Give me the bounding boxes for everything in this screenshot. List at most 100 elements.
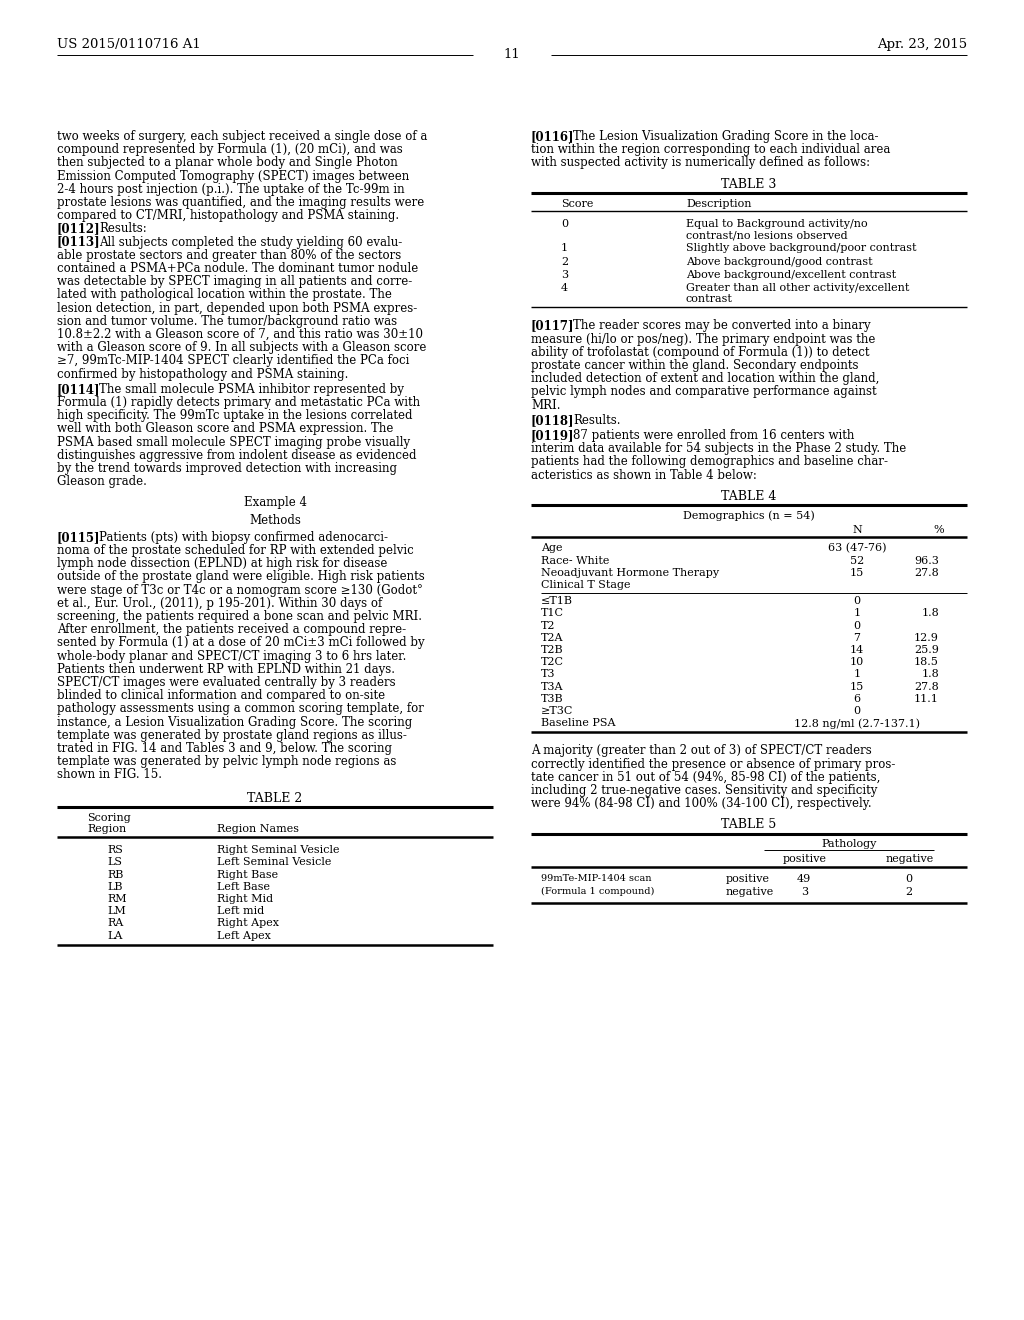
Text: After enrollment, the patients received a compound repre-: After enrollment, the patients received … <box>57 623 407 636</box>
Text: 15: 15 <box>850 681 864 692</box>
Text: [0117]: [0117] <box>531 319 574 333</box>
Text: Region: Region <box>87 824 126 834</box>
Text: 7: 7 <box>853 632 860 643</box>
Text: [0112]: [0112] <box>57 222 100 235</box>
Text: sented by Formula (1) at a dose of 20 mCi±3 mCi followed by: sented by Formula (1) at a dose of 20 mC… <box>57 636 425 649</box>
Text: Left Base: Left Base <box>217 882 270 892</box>
Text: then subjected to a planar whole body and Single Photon: then subjected to a planar whole body an… <box>57 156 397 169</box>
Text: 27.8: 27.8 <box>914 568 939 578</box>
Text: tate cancer in 51 out of 54 (94%, 85-98 CI) of the patients,: tate cancer in 51 out of 54 (94%, 85-98 … <box>531 771 881 784</box>
Text: was detectable by SPECT imaging in all patients and corre-: was detectable by SPECT imaging in all p… <box>57 275 413 288</box>
Text: TABLE 4: TABLE 4 <box>721 490 776 503</box>
Text: 96.3: 96.3 <box>914 556 939 565</box>
Text: LB: LB <box>106 882 123 892</box>
Text: negative: negative <box>726 887 774 898</box>
Text: high specificity. The 99mTc uptake in the lesions correlated: high specificity. The 99mTc uptake in th… <box>57 409 413 422</box>
Text: contained a PSMA+PCa nodule. The dominant tumor nodule: contained a PSMA+PCa nodule. The dominan… <box>57 261 418 275</box>
Text: RB: RB <box>106 870 123 879</box>
Text: template was generated by pelvic lymph node regions as: template was generated by pelvic lymph n… <box>57 755 396 768</box>
Text: The small molecule PSMA inhibitor represented by: The small molecule PSMA inhibitor repres… <box>99 383 404 396</box>
Text: prostate cancer within the gland. Secondary endpoints: prostate cancer within the gland. Second… <box>531 359 858 372</box>
Text: [0116]: [0116] <box>531 129 574 143</box>
Text: blinded to clinical information and compared to on-site: blinded to clinical information and comp… <box>57 689 385 702</box>
Text: T2C: T2C <box>541 657 564 667</box>
Text: Clinical T Stage: Clinical T Stage <box>541 579 631 590</box>
Text: patients had the following demographics and baseline char-: patients had the following demographics … <box>531 455 888 469</box>
Text: Patients (pts) with biopsy confirmed adenocarci-: Patients (pts) with biopsy confirmed ade… <box>99 531 388 544</box>
Text: 52: 52 <box>850 556 864 565</box>
Text: confirmed by histopathology and PSMA staining.: confirmed by histopathology and PSMA sta… <box>57 367 348 380</box>
Text: TABLE 3: TABLE 3 <box>721 178 776 190</box>
Text: compared to CT/MRI, histopathology and PSMA staining.: compared to CT/MRI, histopathology and P… <box>57 209 399 222</box>
Text: [0119]: [0119] <box>531 429 574 442</box>
Text: Emission Computed Tomography (SPECT) images between: Emission Computed Tomography (SPECT) ima… <box>57 169 410 182</box>
Text: Right Mid: Right Mid <box>217 894 273 904</box>
Text: Greater than all other activity/excellent: Greater than all other activity/excellen… <box>686 282 909 293</box>
Text: PSMA based small molecule SPECT imaging probe visually: PSMA based small molecule SPECT imaging … <box>57 436 411 449</box>
Text: 99mTe-MIP-1404 scan: 99mTe-MIP-1404 scan <box>541 874 651 883</box>
Text: two weeks of surgery, each subject received a single dose of a: two weeks of surgery, each subject recei… <box>57 129 427 143</box>
Text: shown in FIG. 15.: shown in FIG. 15. <box>57 768 162 781</box>
Text: 15: 15 <box>850 568 864 578</box>
Text: 12.9: 12.9 <box>914 632 939 643</box>
Text: Neoadjuvant Hormone Therapy: Neoadjuvant Hormone Therapy <box>541 568 719 578</box>
Text: 0: 0 <box>853 706 860 715</box>
Text: 12.8 ng/ml (2.7-137.1): 12.8 ng/ml (2.7-137.1) <box>794 718 920 729</box>
Text: Region Names: Region Names <box>217 824 299 834</box>
Text: compound represented by Formula (1), (20 mCi), and was: compound represented by Formula (1), (20… <box>57 143 402 156</box>
Text: able prostate sectors and greater than 80% of the sectors: able prostate sectors and greater than 8… <box>57 248 401 261</box>
Text: Apr. 23, 2015: Apr. 23, 2015 <box>877 38 967 51</box>
Text: interim data available for 54 subjects in the Phase 2 study. The: interim data available for 54 subjects i… <box>531 442 906 455</box>
Text: 11: 11 <box>504 48 520 61</box>
Text: Patients then underwent RP with EPLND within 21 days.: Patients then underwent RP with EPLND wi… <box>57 663 395 676</box>
Text: correctly identified the presence or absence of primary pros-: correctly identified the presence or abs… <box>531 758 895 771</box>
Text: 87 patients were enrolled from 16 centers with: 87 patients were enrolled from 16 center… <box>573 429 854 442</box>
Text: 4: 4 <box>561 282 568 293</box>
Text: 18.5: 18.5 <box>914 657 939 667</box>
Text: with a Gleason score of 9. In all subjects with a Gleason score: with a Gleason score of 9. In all subjec… <box>57 341 426 354</box>
Text: trated in FIG. 14 and Tables 3 and 9, below. The scoring: trated in FIG. 14 and Tables 3 and 9, be… <box>57 742 392 755</box>
Text: T3A: T3A <box>541 681 563 692</box>
Text: Methods: Methods <box>249 513 301 527</box>
Text: T2A: T2A <box>541 632 563 643</box>
Text: contrast/no lesions observed: contrast/no lesions observed <box>686 230 848 240</box>
Text: T3: T3 <box>541 669 555 680</box>
Text: 1: 1 <box>853 669 860 680</box>
Text: Left Seminal Vesicle: Left Seminal Vesicle <box>217 858 332 867</box>
Text: were 94% (84-98 CI) and 100% (34-100 CI), respectively.: were 94% (84-98 CI) and 100% (34-100 CI)… <box>531 797 871 810</box>
Text: Slightly above background/poor contrast: Slightly above background/poor contrast <box>686 243 916 253</box>
Text: LA: LA <box>106 931 123 941</box>
Text: 0: 0 <box>853 620 860 631</box>
Text: 49: 49 <box>797 874 811 884</box>
Text: noma of the prostate scheduled for RP with extended pelvic: noma of the prostate scheduled for RP wi… <box>57 544 414 557</box>
Text: RM: RM <box>106 894 127 904</box>
Text: Scoring: Scoring <box>87 813 131 822</box>
Text: The reader scores may be converted into a binary: The reader scores may be converted into … <box>573 319 870 333</box>
Text: positive: positive <box>782 854 826 863</box>
Text: TABLE 5: TABLE 5 <box>721 818 776 832</box>
Text: Above background/excellent contrast: Above background/excellent contrast <box>686 269 896 280</box>
Text: Age: Age <box>541 544 562 553</box>
Text: Example 4: Example 4 <box>244 496 306 510</box>
Text: 11.1: 11.1 <box>914 694 939 704</box>
Text: %: % <box>934 525 944 535</box>
Text: Race- White: Race- White <box>541 556 609 565</box>
Text: whole-body planar and SPECT/CT imaging 3 to 6 hrs later.: whole-body planar and SPECT/CT imaging 3… <box>57 649 407 663</box>
Text: lesion detection, in part, depended upon both PSMA expres-: lesion detection, in part, depended upon… <box>57 301 417 314</box>
Text: Equal to Background activity/no: Equal to Background activity/no <box>686 219 867 228</box>
Text: 2: 2 <box>561 256 568 267</box>
Text: 2: 2 <box>905 887 912 898</box>
Text: TABLE 2: TABLE 2 <box>248 792 303 805</box>
Text: 1: 1 <box>561 243 568 253</box>
Text: 0: 0 <box>561 219 568 228</box>
Text: T2B: T2B <box>541 645 563 655</box>
Text: T3B: T3B <box>541 694 563 704</box>
Text: 1.8: 1.8 <box>922 609 939 618</box>
Text: Gleason grade.: Gleason grade. <box>57 475 146 488</box>
Text: MRI.: MRI. <box>531 399 560 412</box>
Text: positive: positive <box>726 874 770 884</box>
Text: [0113]: [0113] <box>57 235 100 248</box>
Text: 1.8: 1.8 <box>922 669 939 680</box>
Text: A majority (greater than 2 out of 3) of SPECT/CT readers: A majority (greater than 2 out of 3) of … <box>531 744 871 758</box>
Text: were stage of T3c or T4c or a nomogram score ≥130 (Godot°: were stage of T3c or T4c or a nomogram s… <box>57 583 423 597</box>
